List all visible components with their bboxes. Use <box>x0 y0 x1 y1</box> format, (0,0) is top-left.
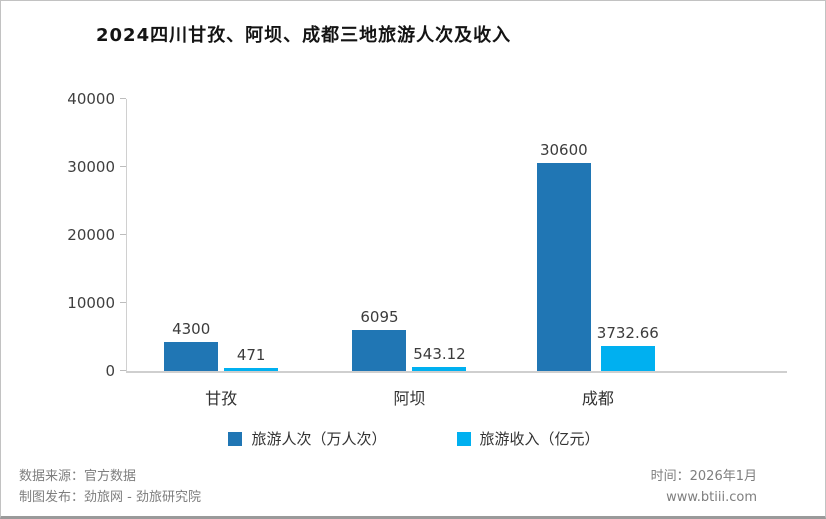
bar-value-label: 3732.66 <box>596 323 659 342</box>
bar-value-label: 6095 <box>360 307 399 326</box>
legend-item: 旅游人次（万人次） <box>228 428 387 449</box>
bar-column: 30600 <box>536 140 591 371</box>
legend-swatch <box>456 431 471 446</box>
bar-column: 6095 <box>352 307 407 371</box>
legend-label: 旅游人次（万人次） <box>251 430 387 448</box>
x-axis-label: 成都 <box>581 389 614 408</box>
time-text: 时间：2026年1月 <box>650 469 757 484</box>
y-axis: 0 10000 20000 30000 40000 <box>29 90 115 380</box>
y-tick-label: 30000 <box>67 158 115 176</box>
bar-column: 543.12 <box>412 345 467 371</box>
website-text: www.btiii.com <box>666 490 757 505</box>
y-tick-label: 40000 <box>67 90 115 108</box>
bar <box>412 367 467 371</box>
y-tick-label: 0 <box>105 362 115 380</box>
bar-value-label: 543.12 <box>413 345 466 364</box>
bar-column: 471 <box>224 345 279 371</box>
category-group: 30600 3732.66 成都 <box>504 99 692 408</box>
category-group: 6095 543.12 阿坝 <box>315 99 503 408</box>
bar <box>600 345 655 371</box>
y-tick-mark <box>120 234 126 235</box>
plot-area: 4300 471 甘孜 6095 543.12 阿坝 30600 3732.66 成都 <box>120 98 787 408</box>
bar-value-label: 30600 <box>539 140 588 159</box>
x-axis-label: 阿坝 <box>393 389 426 408</box>
data-source-text: 数据来源：官方数据 <box>19 469 137 484</box>
bar-value-label: 471 <box>236 345 266 364</box>
y-tick-mark <box>120 166 126 167</box>
y-tick-mark <box>120 98 126 99</box>
bar-column: 3732.66 <box>597 324 659 371</box>
bar <box>164 341 219 371</box>
bar <box>536 162 591 371</box>
bar <box>352 329 407 371</box>
y-tick-mark <box>120 302 126 303</box>
footer-right: 时间：2026年1月 www.btiii.com <box>651 466 757 508</box>
x-axis-label: 甘孜 <box>205 389 238 408</box>
legend-item: 旅游收入（亿元） <box>456 428 600 449</box>
chart-title: 2024四川甘孜、阿坝、成都三地旅游人次及收入 <box>96 25 512 46</box>
bar-value-label: 4300 <box>172 319 211 338</box>
category-group: 4300 471 甘孜 <box>127 99 315 408</box>
bar <box>224 367 279 371</box>
y-tick-label: 20000 <box>67 226 115 244</box>
y-tick-label: 10000 <box>67 294 115 312</box>
publisher-text: 制图发布：劲旅网 - 劲旅研究院 <box>19 490 201 505</box>
footer-left: 数据来源：官方数据 制图发布：劲旅网 - 劲旅研究院 <box>19 466 201 508</box>
bar-groups: 4300 471 甘孜 6095 543.12 阿坝 30600 3732.66 成都 <box>127 99 692 408</box>
legend-swatch <box>228 431 243 446</box>
bar-column: 4300 <box>164 319 219 371</box>
legend-label: 旅游收入（亿元） <box>479 430 600 448</box>
legend: 旅游人次（万人次） 旅游收入（亿元） <box>1 428 825 449</box>
y-tick-mark <box>120 370 126 371</box>
